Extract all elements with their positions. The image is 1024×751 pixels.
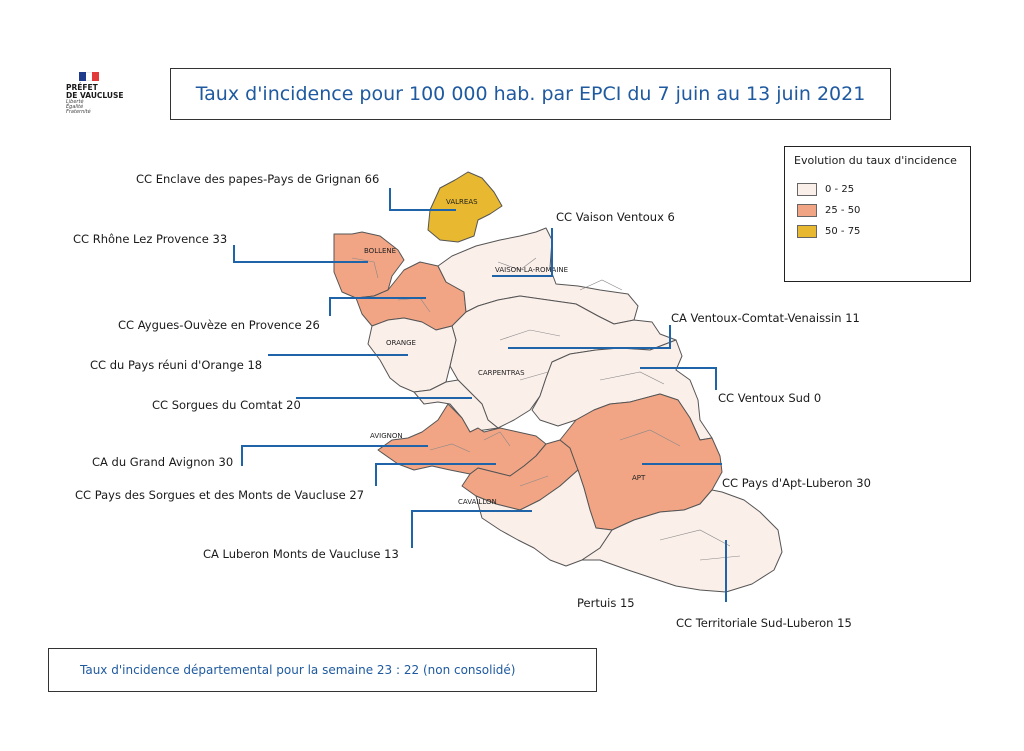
prefecture-logo: PRÉFET DE VAUCLUSE Liberté Égalité Frate… [66, 72, 156, 115]
label-cc-territoriale-sud-luberon: CC Territoriale Sud-Luberon 15 [676, 616, 852, 630]
legend-swatch [797, 204, 817, 217]
map-label-avignon: AVIGNON [370, 432, 403, 440]
logo-motto-1: Liberté [66, 99, 84, 105]
legend-title: Evolution du taux d'incidence [794, 154, 957, 167]
label-pertuis: Pertuis 15 [577, 596, 635, 610]
label-cc-pays-apt-luberon: CC Pays d'Apt-Luberon 30 [722, 476, 871, 490]
french-flag-icon [79, 72, 100, 81]
legend-swatch [797, 225, 817, 238]
title-box: Taux d'incidence pour 100 000 hab. par E… [170, 68, 891, 120]
label-cc-rhone-lez-provence: CC Rhône Lez Provence 33 [73, 232, 227, 246]
label-cc-ventoux-sud: CC Ventoux Sud 0 [718, 391, 821, 405]
logo-line-2: DE VAUCLUSE [66, 91, 124, 100]
map-label-orange: ORANGE [386, 339, 416, 347]
footer-box: Taux d'incidence départemental pour la s… [48, 648, 597, 692]
region-sud-luberon [581, 489, 783, 593]
map-label-apt: APT [632, 474, 646, 482]
map-label-cavaillon: CAVAILLON [458, 498, 497, 506]
region-pays-reuni-orange [367, 317, 457, 393]
map-label-bollene: BOLLENE [364, 247, 396, 255]
label-ca-luberon-monts-vaucluse: CA Luberon Monts de Vaucluse 13 [203, 547, 399, 561]
page-title: Taux d'incidence pour 100 000 hab. par E… [195, 83, 866, 105]
logo-line-1: PRÉFET [66, 83, 98, 92]
legend-label: 25 - 50 [825, 205, 861, 216]
map-legend: Evolution du taux d'incidence 0 - 25 25 … [784, 146, 971, 282]
logo-motto-3: Fraternité [66, 109, 91, 115]
map-label-carpentras: CARPENTRAS [478, 369, 525, 377]
legend-item: 50 - 75 [794, 221, 961, 242]
legend-item: 0 - 25 [794, 179, 961, 200]
label-cc-pays-reuni-orange: CC du Pays réuni d'Orange 18 [90, 358, 262, 372]
map-label-valreas: VALREAS [446, 198, 478, 206]
label-ca-grand-avignon: CA du Grand Avignon 30 [92, 455, 233, 469]
legend-label: 0 - 25 [825, 184, 855, 195]
label-cc-sorgues-du-comtat: CC Sorgues du Comtat 20 [152, 398, 301, 412]
label-cc-vaison-ventoux: CC Vaison Ventoux 6 [556, 210, 675, 224]
label-cc-aygues-ouveze: CC Aygues-Ouvèze en Provence 26 [118, 318, 320, 332]
region-grand-avignon [377, 403, 547, 477]
legend-item: 25 - 50 [794, 200, 961, 221]
commune-boundaries [351, 257, 741, 561]
label-cc-pays-des-sorgues: CC Pays des Sorgues et des Monts de Vauc… [75, 488, 364, 502]
region-rhone-lez-provence [333, 231, 405, 299]
label-ca-ventoux-comtat-venaissin: CA Ventoux-Comtat-Venaissin 11 [671, 311, 860, 325]
legend-label: 50 - 75 [825, 226, 861, 237]
map-label-vaison: VAISON-LA-ROMAINE [495, 266, 568, 274]
footer-text: Taux d'incidence départemental pour la s… [80, 663, 516, 677]
label-cc-enclave-des-papes: CC Enclave des papes-Pays de Grignan 66 [136, 172, 379, 186]
logo-motto-2: Égalité [66, 104, 84, 110]
legend-swatch [797, 183, 817, 196]
leader-lines [233, 188, 727, 602]
region-enclave-des-papes [427, 171, 503, 243]
